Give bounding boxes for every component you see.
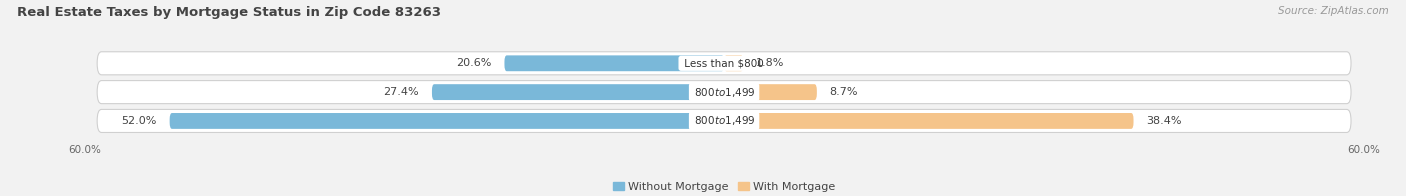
FancyBboxPatch shape — [97, 109, 1351, 132]
Text: 1.8%: 1.8% — [756, 58, 785, 68]
FancyBboxPatch shape — [97, 52, 1351, 75]
Text: $800 to $1,499: $800 to $1,499 — [692, 114, 756, 127]
FancyBboxPatch shape — [432, 84, 724, 100]
FancyBboxPatch shape — [724, 55, 744, 71]
Text: Source: ZipAtlas.com: Source: ZipAtlas.com — [1278, 6, 1389, 16]
FancyBboxPatch shape — [97, 81, 1351, 104]
Legend: Without Mortgage, With Mortgage: Without Mortgage, With Mortgage — [609, 177, 839, 196]
Text: 8.7%: 8.7% — [830, 87, 858, 97]
FancyBboxPatch shape — [505, 55, 724, 71]
FancyBboxPatch shape — [724, 84, 817, 100]
Text: Real Estate Taxes by Mortgage Status in Zip Code 83263: Real Estate Taxes by Mortgage Status in … — [17, 6, 441, 19]
Text: 20.6%: 20.6% — [457, 58, 492, 68]
FancyBboxPatch shape — [724, 113, 1133, 129]
Text: 52.0%: 52.0% — [121, 116, 157, 126]
Text: Less than $800: Less than $800 — [681, 58, 768, 68]
Text: $800 to $1,499: $800 to $1,499 — [692, 86, 756, 99]
FancyBboxPatch shape — [170, 113, 724, 129]
Text: 27.4%: 27.4% — [384, 87, 419, 97]
Text: 38.4%: 38.4% — [1146, 116, 1182, 126]
